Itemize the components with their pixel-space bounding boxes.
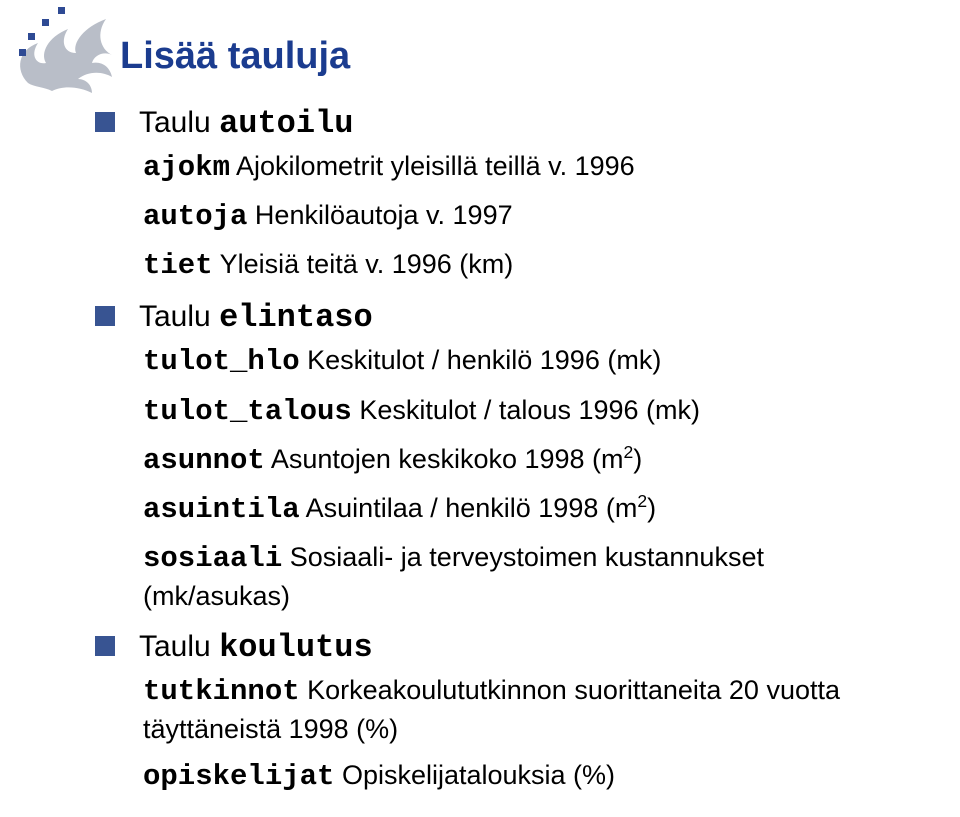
bullet-marker-icon xyxy=(95,112,115,132)
logo-dot xyxy=(28,33,35,40)
field-name: tulot_talous xyxy=(143,395,352,428)
field-name: tutkinnot xyxy=(143,675,300,708)
slide-title: Lisää tauluja xyxy=(120,35,900,78)
logo-dot xyxy=(19,49,26,56)
flame-shape xyxy=(20,19,112,93)
bullet-marker-icon xyxy=(95,306,115,326)
field-desc: Ajokilometrit yleisillä teillä v. 1996 xyxy=(230,151,635,181)
bullet-heading-text: Taulu koulutus xyxy=(139,629,373,666)
logo-dot xyxy=(42,19,49,26)
bullet-heading: Taulu koulutus xyxy=(95,627,900,666)
sub-item: tulot_hlo Keskitulot / henkilö 1996 (mk) xyxy=(143,342,870,381)
logo-dot xyxy=(58,7,65,14)
bullet-heading: Taulu elintaso xyxy=(95,297,900,336)
sub-item: asunnot Asuntojen keskikoko 1998 (m2) xyxy=(143,441,870,480)
field-name: tulot_hlo xyxy=(143,345,300,378)
sub-item: opiskelijat Opiskelijatalouksia (%) xyxy=(143,757,870,796)
field-desc: Yleisiä teitä v. 1996 (km) xyxy=(213,249,514,279)
field-name: tiet xyxy=(143,249,213,282)
heading-mono: koulutus xyxy=(219,629,373,666)
bullet-heading: Taulu autoilu xyxy=(95,103,900,142)
field-name: asuintila xyxy=(143,493,300,526)
sub-item: tiet Yleisiä teitä v. 1996 (km) xyxy=(143,246,870,285)
field-desc: Keskitulot / talous 1996 (mk) xyxy=(352,395,700,425)
sub-item: asuintila Asuintilaa / henkilö 1998 (m2) xyxy=(143,490,870,529)
heading-prefix: Taulu xyxy=(139,106,219,139)
field-name: opiskelijat xyxy=(143,760,334,793)
field-desc: Asuntojen keskikoko 1998 (m xyxy=(265,444,624,474)
bullet-heading-text: Taulu elintaso xyxy=(139,299,373,336)
sub-item: ajokm Ajokilometrit yleisillä teillä v. … xyxy=(143,148,870,187)
field-name: ajokm xyxy=(143,151,230,184)
sub-item: autoja Henkilöautoja v. 1997 xyxy=(143,197,870,236)
flame-logo-icon xyxy=(10,5,130,100)
slide: Lisää tauluja Taulu autoilu ajokm Ajokil… xyxy=(0,0,960,817)
field-name: asunnot xyxy=(143,444,265,477)
field-desc: Opiskelijatalouksia (%) xyxy=(334,760,615,790)
superscript: 2 xyxy=(624,442,634,462)
bullet-heading-text: Taulu autoilu xyxy=(139,105,353,142)
heading-mono: autoilu xyxy=(219,105,353,142)
field-tail: ) xyxy=(633,444,642,474)
field-name: sosiaali xyxy=(143,542,282,575)
field-desc: Henkilöautoja v. 1997 xyxy=(247,200,512,230)
sub-item: tutkinnot Korkeakoulututkinnon suorittan… xyxy=(143,672,870,748)
sub-item: sosiaali Sosiaali- ja terveystoimen kust… xyxy=(143,539,870,615)
field-desc: Asuintilaa / henkilö 1998 (m xyxy=(300,493,638,523)
field-tail: ) xyxy=(647,493,656,523)
superscript: 2 xyxy=(637,491,647,511)
heading-prefix: Taulu xyxy=(139,630,219,663)
bullet-marker-icon xyxy=(95,636,115,656)
field-name: autoja xyxy=(143,200,247,233)
sub-item: tulot_talous Keskitulot / talous 1996 (m… xyxy=(143,392,870,431)
slide-content: Taulu autoilu ajokm Ajokilometrit yleisi… xyxy=(95,103,900,796)
heading-mono: elintaso xyxy=(219,299,373,336)
heading-prefix: Taulu xyxy=(139,300,219,333)
field-desc: Keskitulot / henkilö 1996 (mk) xyxy=(300,345,662,375)
